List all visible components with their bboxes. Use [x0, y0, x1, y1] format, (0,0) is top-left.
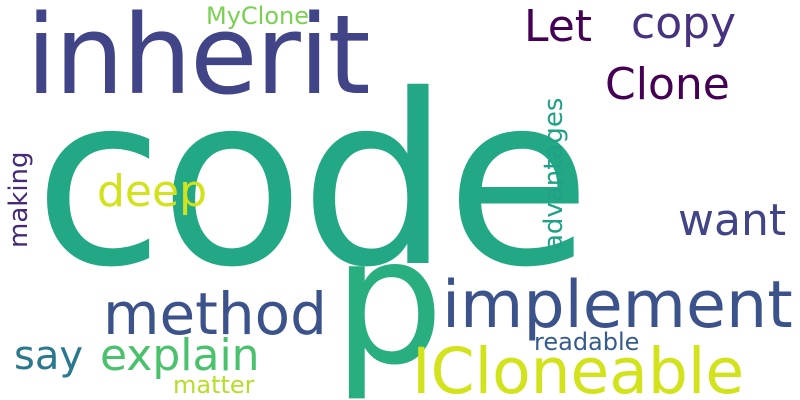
word-code: code	[34, 44, 591, 319]
word-want: want	[678, 195, 787, 246]
word-explain: explain	[100, 330, 260, 381]
word-myclone: MyClone	[206, 2, 309, 30]
word-implement: implement	[442, 268, 793, 343]
word-say: say	[14, 333, 84, 379]
word-let: Let	[524, 1, 593, 52]
word-copy: copy	[631, 0, 737, 49]
word-p: p	[333, 201, 445, 400]
word-clone: Clone	[605, 59, 730, 110]
word-advantages: advantages	[539, 97, 569, 250]
word-matter: matter	[173, 371, 255, 399]
word-icloneable: ICloneable	[412, 335, 745, 400]
word-deep: deep	[97, 166, 207, 217]
word-readable: readable	[534, 328, 640, 356]
word-making: making	[4, 151, 34, 248]
word-method: method	[103, 280, 327, 348]
word-inherit: inherit	[26, 0, 371, 119]
